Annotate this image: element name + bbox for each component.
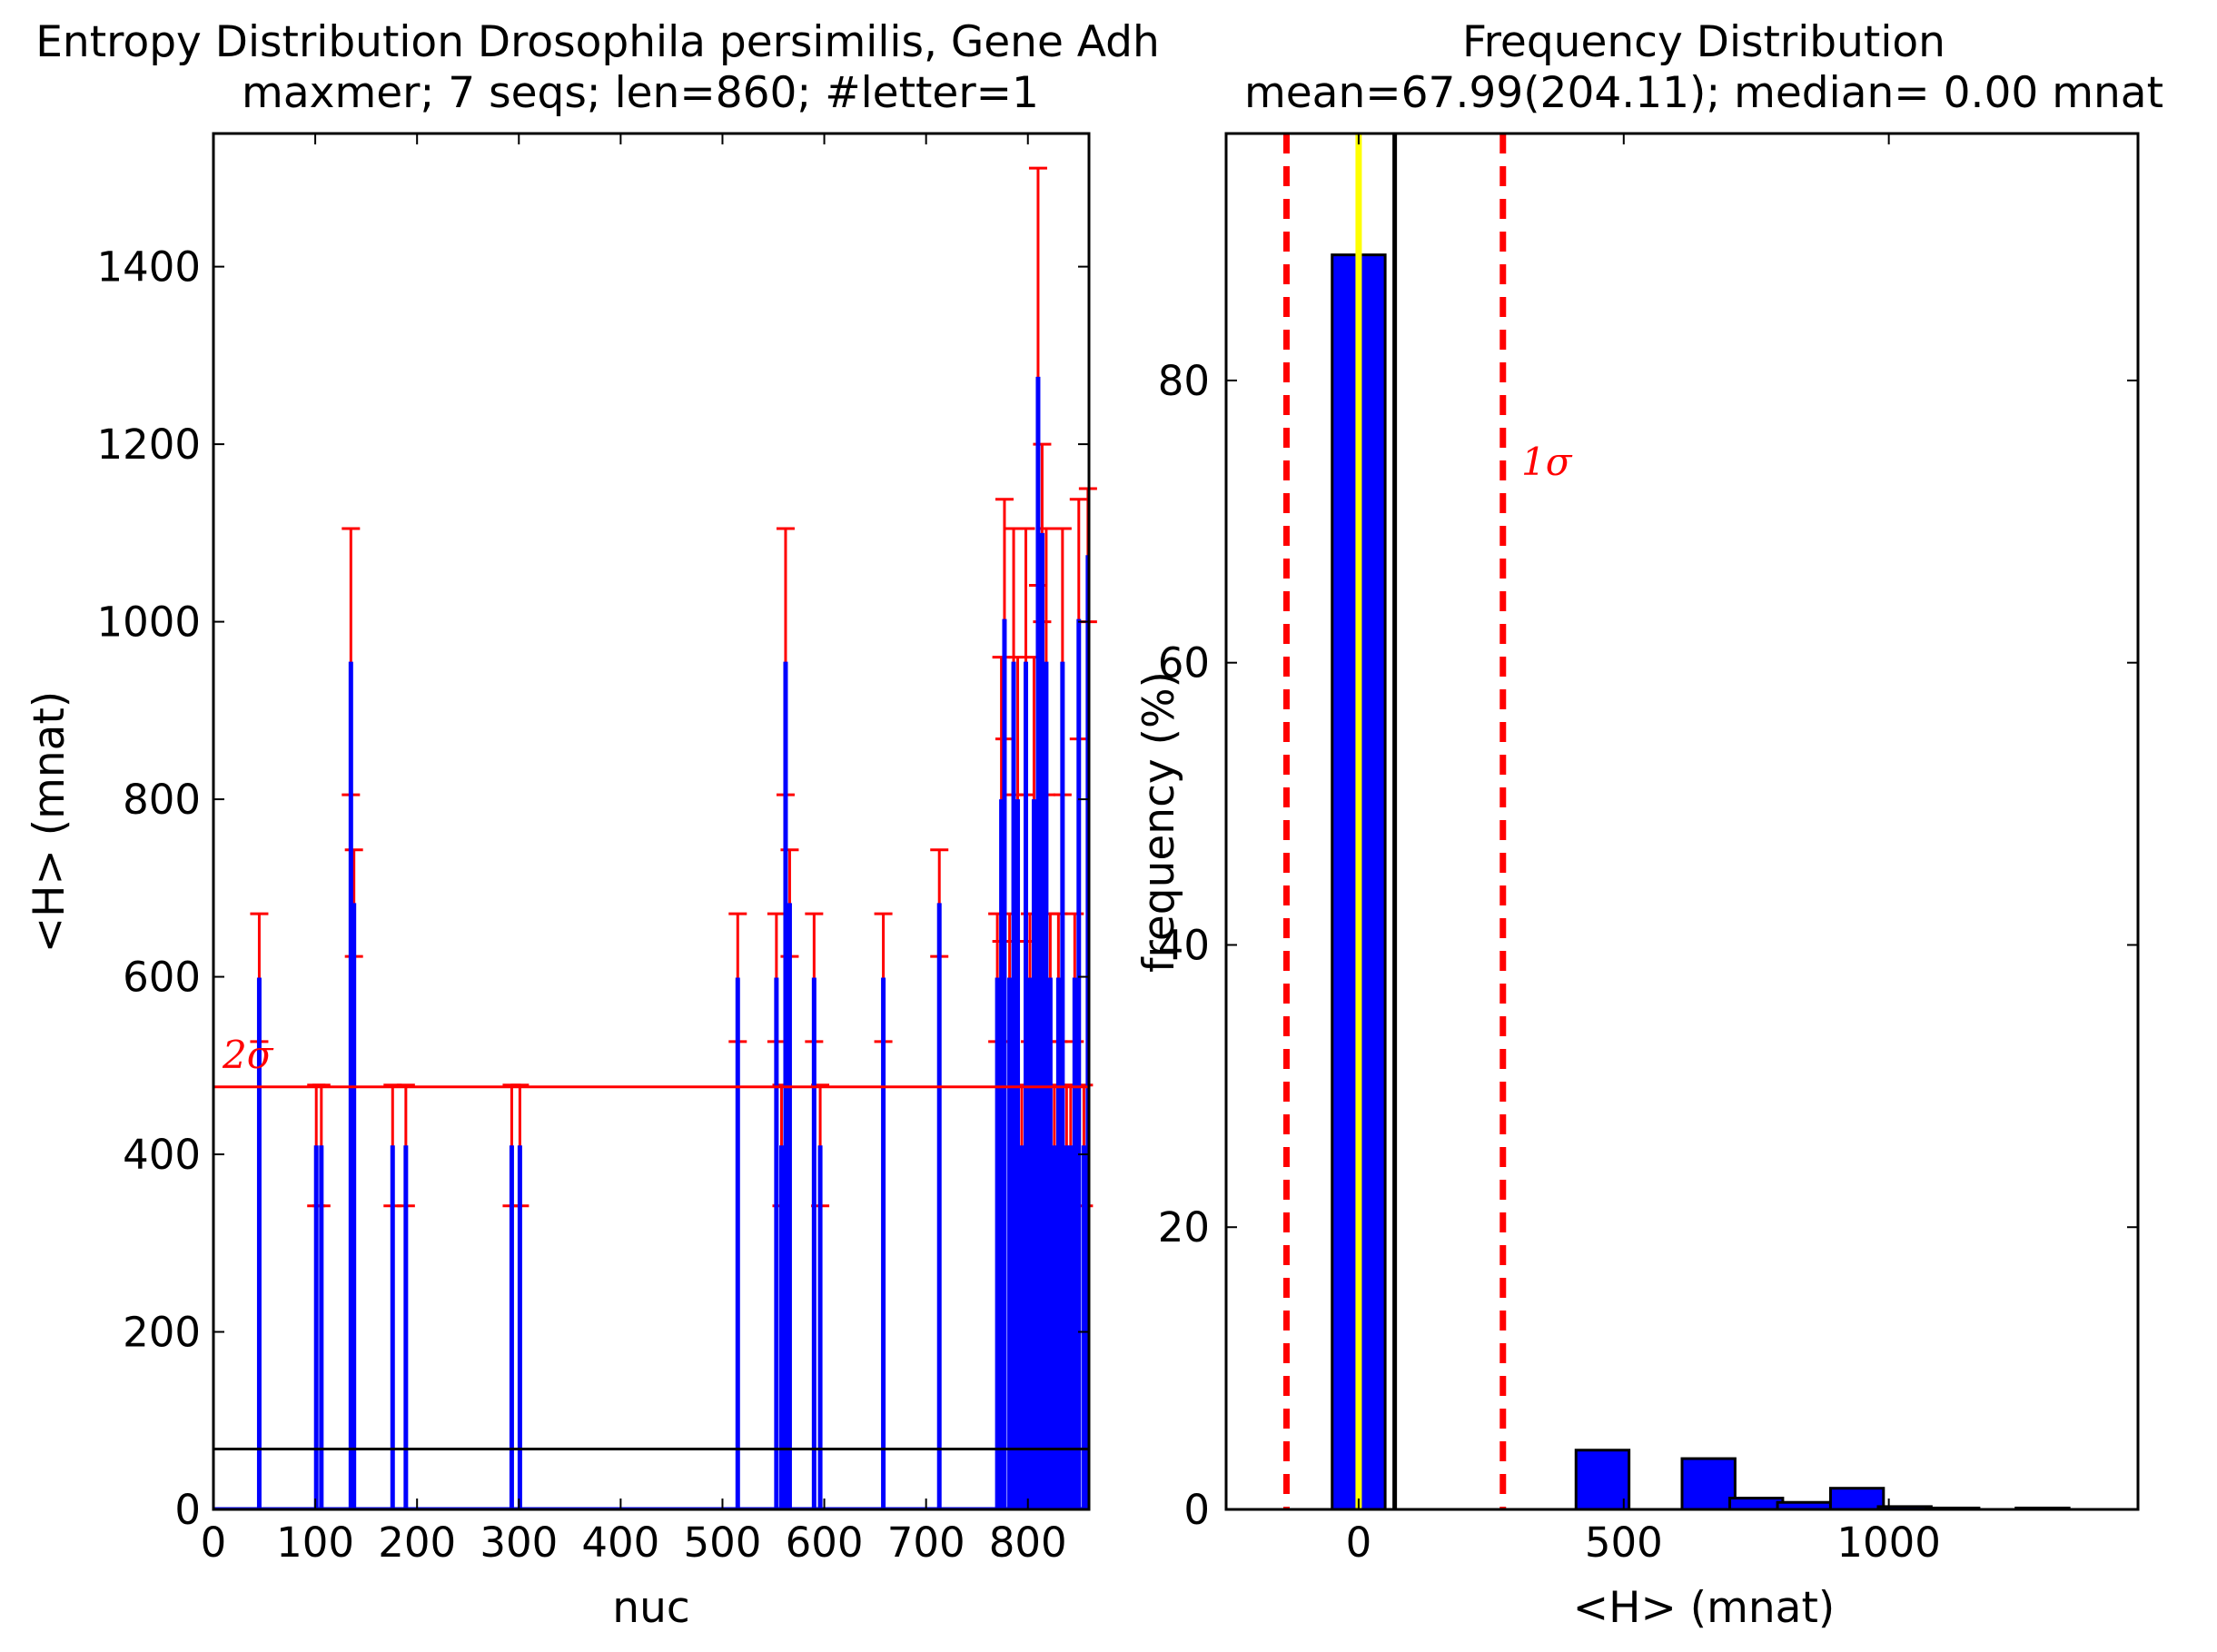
x-tick-label: 0 <box>201 1518 227 1567</box>
right-x-axis-label: <H> (mnat) <box>1573 1583 1836 1633</box>
right-subtitle: mean=67.99(204.11); median= 0.00 mnat <box>1244 68 2163 118</box>
entropy-distribution-chart: Entropy Distribution Drosophila persimil… <box>25 17 1160 1633</box>
right-x-ticks: 0 500 1000 <box>1346 134 1941 1567</box>
frequency-distribution-chart: Frequency Distribution mean=67.99(204.11… <box>1134 17 2163 1633</box>
x-tick-label: 700 <box>887 1518 965 1567</box>
right-plot-frame <box>1224 132 2140 1511</box>
y-tick-label: 20 <box>1158 1203 1210 1251</box>
left-y-axis-label: <H> (mnat) <box>25 691 74 954</box>
y-tick-label: 200 <box>123 1309 201 1357</box>
y-tick-label: 60 <box>1158 639 1210 688</box>
left-title: Entropy Distribution Drosophila persimil… <box>35 17 1160 67</box>
y-tick-label: 80 <box>1158 357 1210 405</box>
y-tick-label: 1400 <box>96 243 201 292</box>
y-tick-label: 600 <box>123 954 201 1002</box>
y-tick-label: 1000 <box>96 598 201 647</box>
left-plot-frame <box>212 132 1091 1511</box>
x-tick-label: 500 <box>684 1518 762 1567</box>
x-tick-label: 300 <box>480 1518 558 1567</box>
x-tick-label: 0 <box>1346 1518 1372 1567</box>
x-tick-label: 500 <box>1585 1518 1663 1567</box>
y-tick-label: 800 <box>123 776 201 824</box>
y-tick-label: 0 <box>174 1486 201 1534</box>
right-y-ticks: 0 20 40 60 80 <box>1158 357 2138 1534</box>
right-y-axis-label: frequency (%) <box>1134 671 1184 973</box>
histogram-bar <box>1574 1449 1631 1511</box>
left-y-ticks: 0 200 400 600 800 1000 1200 1400 <box>96 243 1089 1534</box>
right-title: Frequency Distribution <box>1462 17 1945 67</box>
histogram-bar <box>1728 1497 1785 1511</box>
right-plot-marks <box>1282 134 2071 1511</box>
left-plot-marks <box>213 166 1097 1510</box>
y-tick-label: 400 <box>123 1131 201 1179</box>
left-x-ticks: 0 100 200 300 400 500 600 700 800 <box>201 134 1067 1567</box>
histogram-bar <box>1828 1487 1885 1511</box>
x-tick-label: 200 <box>378 1518 456 1567</box>
x-tick-label: 1000 <box>1836 1518 1941 1567</box>
x-tick-label: 100 <box>276 1518 354 1567</box>
y-tick-label: 40 <box>1158 921 1210 969</box>
x-tick-label: 400 <box>581 1518 659 1567</box>
left-sigma-label: 2σ <box>222 1033 274 1077</box>
x-tick-label: 800 <box>989 1518 1067 1567</box>
left-subtitle: maxmer; 7 seqs; len=860; #letter=1 <box>242 68 1039 118</box>
right-sigma-label: 1σ <box>1521 440 1573 484</box>
y-tick-label: 0 <box>1183 1486 1210 1534</box>
x-tick-label: 600 <box>786 1518 864 1567</box>
left-x-axis-label: nuc <box>612 1583 689 1633</box>
histogram-bar <box>1680 1457 1737 1511</box>
y-tick-label: 1200 <box>96 420 201 469</box>
